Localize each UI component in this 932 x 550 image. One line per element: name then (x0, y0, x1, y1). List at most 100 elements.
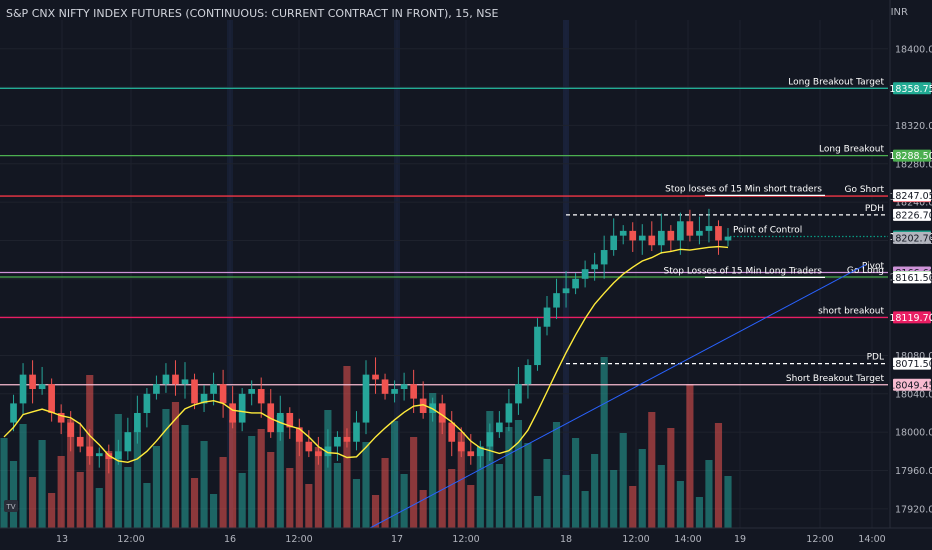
candle (705, 226, 713, 231)
x-tick-label: 18 (560, 534, 572, 545)
candle (534, 326, 541, 366)
volume-bar (600, 357, 608, 528)
y-tick-label: 17960.00 (895, 466, 932, 477)
candle (467, 451, 475, 457)
tv-logo-badge (4, 500, 18, 512)
volume-bar (629, 486, 637, 528)
volume-bar (429, 393, 437, 528)
candle (229, 403, 236, 423)
volume-bar (391, 421, 399, 528)
moving-average-line (3, 245, 729, 463)
volume-bar (486, 411, 494, 528)
volume-bar (286, 468, 294, 528)
price-tag (893, 231, 931, 244)
candle (400, 384, 408, 390)
volume-bar (581, 491, 589, 528)
volume-bar (295, 431, 303, 528)
candle (486, 432, 494, 447)
level-label: Go Long (847, 266, 884, 276)
candle (95, 453, 103, 457)
volume-bar (400, 474, 408, 528)
volume-bar (95, 488, 103, 528)
price-tag-label: 18071.50 (889, 359, 932, 370)
volume-bar (667, 428, 675, 528)
y-tick-label: 18400.00 (895, 44, 932, 55)
candle (257, 389, 265, 404)
candle (143, 393, 151, 413)
volume-bar (210, 494, 218, 528)
candle (19, 374, 27, 404)
candle (114, 451, 122, 459)
candle (305, 441, 313, 452)
price-tag-label: 18119.70 (889, 313, 932, 324)
x-tick-label: 14:00 (858, 534, 885, 545)
candle (57, 412, 65, 423)
volume-bar (238, 473, 246, 528)
volume-bar (248, 436, 256, 528)
y-tick-label: 18000.00 (895, 428, 932, 439)
candle (724, 236, 732, 241)
candle (591, 264, 598, 270)
volume-bar (714, 423, 723, 528)
volume-bar (591, 454, 599, 528)
candle (248, 389, 256, 394)
level-label: Pivot (862, 261, 885, 271)
price-tag (893, 82, 931, 95)
candle (172, 374, 179, 385)
volume-bar (105, 451, 113, 528)
price-tag (893, 149, 931, 162)
volume-bar (705, 460, 713, 528)
candle (200, 393, 208, 404)
volume-bar (381, 458, 389, 528)
candle (515, 384, 522, 404)
y-tick-label: 18320.00 (895, 121, 932, 132)
candle (181, 379, 189, 385)
volume-bar (572, 438, 580, 528)
volume-bar (448, 469, 456, 528)
volume-bar (162, 409, 170, 528)
x-tick-label: 19 (734, 534, 746, 545)
price-tag (893, 208, 931, 221)
volume-bar (514, 420, 522, 528)
trend-line[interactable] (369, 263, 867, 529)
volume-bar (143, 483, 151, 528)
y-tick-label: 18080.00 (895, 351, 932, 362)
x-tick-label: 12:00 (285, 534, 312, 545)
x-tick-label: 17 (391, 534, 403, 545)
candle (438, 403, 446, 423)
candle (86, 446, 94, 457)
x-tick-label: 13 (56, 534, 68, 545)
level-label: Stop losses of 15 Min short traders (665, 184, 822, 194)
candle (496, 422, 503, 433)
candle (29, 374, 36, 390)
candle (553, 293, 560, 308)
x-tick-label: 12:00 (452, 534, 479, 545)
candle (667, 230, 675, 241)
volume-bar (29, 477, 37, 528)
volume-bar (333, 463, 341, 528)
volume-bar (695, 497, 703, 528)
candle (619, 230, 627, 236)
volume-bar (352, 479, 361, 528)
y-tick-label: 18040.00 (895, 389, 932, 400)
volume-bar (648, 412, 656, 528)
tv-logo-text: TV (5, 503, 15, 511)
volume-bar (67, 419, 75, 528)
volume-bar (305, 484, 313, 528)
candle (696, 230, 703, 236)
candle (134, 412, 141, 433)
session-band (394, 20, 400, 528)
volume-bar (257, 429, 265, 528)
volume-bar (229, 420, 237, 528)
volume-bar (371, 495, 380, 528)
price-tag-label: 18226.70 (889, 210, 932, 221)
volume-bar (219, 457, 227, 528)
price-tag (893, 189, 931, 202)
candle (677, 221, 684, 241)
price-tag (893, 311, 931, 324)
volume-bar (686, 384, 694, 528)
candle (610, 235, 618, 251)
candle (219, 384, 227, 404)
